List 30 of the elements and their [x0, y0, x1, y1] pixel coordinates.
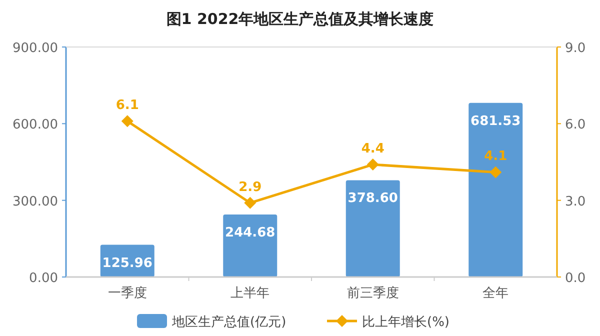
point [244, 196, 256, 209]
y2-tick-label: 3.0 [565, 194, 586, 210]
data-label: 681.53 [470, 114, 521, 129]
data-label: 2.9 [238, 180, 262, 195]
bar [468, 102, 523, 277]
y2-tick-label: 9.0 [565, 41, 586, 56]
point [366, 158, 379, 171]
x-tick-label: 前三季度 [346, 285, 399, 301]
data-label: 4.4 [361, 142, 384, 157]
y-tick-label: 900.00 [12, 41, 58, 56]
legend-label: 地区生产总值(亿元) [171, 315, 286, 330]
y2-tick-label: 0.0 [565, 271, 586, 286]
x-tick-label: 一季度 [108, 285, 147, 301]
x-tick-label: 全年 [482, 286, 509, 301]
y-tick-label: 300.00 [12, 194, 58, 210]
chart-title: 图1 2022年地区生产总值及其增长速度 [166, 10, 434, 28]
y-tick-label: 600.00 [12, 118, 58, 133]
data-label: 378.60 [348, 191, 398, 206]
point [490, 166, 502, 178]
x-tick-label: 上半年 [230, 286, 270, 301]
data-label: 244.68 [225, 225, 276, 240]
data-label: 4.1 [484, 149, 508, 164]
y2-tick-label: 6.0 [565, 118, 586, 133]
bar [223, 214, 278, 277]
point [121, 115, 134, 128]
data-label: 6.1 [116, 98, 139, 114]
data-label: 125.96 [102, 256, 152, 271]
bar [346, 180, 400, 277]
y-tick-label: 0.00 [29, 271, 58, 286]
legend-label: 比上年增长(%) [362, 315, 450, 330]
